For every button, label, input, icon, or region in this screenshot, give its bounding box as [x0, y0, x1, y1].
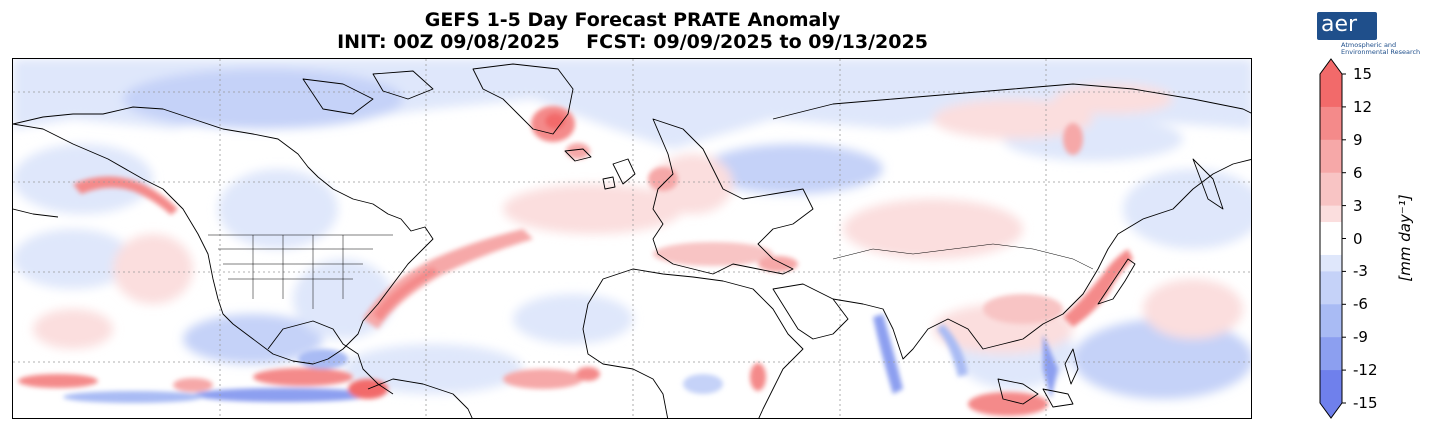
- colorbar-outline: [1319, 58, 1343, 419]
- precip-anomaly-map: [13, 59, 1251, 418]
- colorbar-segment: [1320, 172, 1342, 207]
- aer-logo: aer Atmospheric and Environmental Resear…: [1317, 12, 1425, 60]
- anomaly-field-broad: [13, 59, 1251, 399]
- map-panel: [12, 58, 1252, 419]
- colorbar-segments: [1320, 59, 1346, 418]
- colorbar-tick-label: 0: [1353, 229, 1363, 248]
- logo-badge: aer: [1317, 12, 1377, 40]
- colorbar-segment: [1320, 271, 1342, 305]
- chart-title: GEFS 1-5 Day Forecast PRATE Anomaly: [424, 9, 841, 31]
- colorbar-extend-min: [1320, 403, 1342, 418]
- colorbar-tick-label: -6: [1353, 295, 1368, 314]
- coastlines: [13, 63, 1251, 418]
- colorbar-tick-label: 12: [1353, 97, 1373, 116]
- colorbar: [1319, 58, 1346, 419]
- chart-subtitle: INIT: 00Z 09/08/2025 FCST: 09/09/2025 to…: [337, 31, 928, 53]
- logo-subtitle-line1: Atmospheric and: [1341, 41, 1397, 49]
- colorbar-tick-label: -3: [1353, 262, 1368, 281]
- gridlines: [13, 59, 1251, 418]
- colorbar-tick-label: 15: [1353, 65, 1373, 83]
- colorbar-tick-label: -15: [1353, 394, 1378, 412]
- logo-subtitle-line2: Environmental Research: [1341, 48, 1421, 56]
- colorbar-tick-label: 6: [1353, 163, 1363, 182]
- colorbar-segment: [1320, 370, 1342, 404]
- anomaly-field-detail: [18, 106, 1133, 416]
- colorbar-segment: [1320, 74, 1342, 108]
- colorbar-unit-label: [mm day⁻¹]: [1396, 194, 1414, 282]
- colorbar-tick-label: -12: [1353, 361, 1378, 380]
- colorbar-segment: [1320, 337, 1342, 371]
- colorbar-extend-max: [1320, 59, 1342, 74]
- colorbar-segment: [1320, 106, 1342, 141]
- logo-mark: aer: [1321, 12, 1358, 37]
- colorbar-zero-band: [1320, 222, 1342, 255]
- colorbar-tick-label: 9: [1353, 130, 1363, 149]
- colorbar-segment: [1320, 139, 1342, 174]
- colorbar-tick-label: 3: [1353, 196, 1363, 215]
- colorbar-segment: [1320, 304, 1342, 338]
- colorbar-tick-label: -9: [1353, 328, 1368, 347]
